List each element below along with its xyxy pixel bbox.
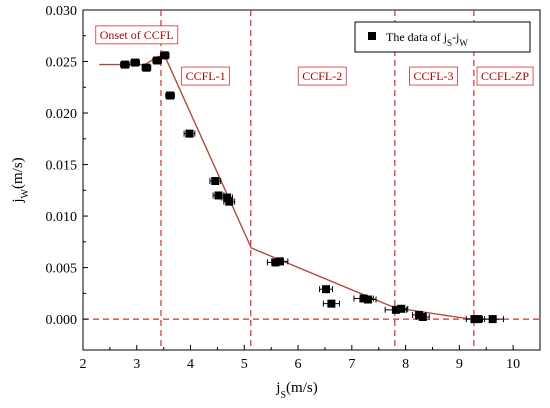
- x-tick-label-7: 9: [456, 357, 463, 372]
- y-tick-label-6: 0.030: [46, 4, 78, 19]
- y-tick-label-0: 0.000: [46, 313, 78, 328]
- legend-label-mid: -j: [452, 30, 459, 44]
- data-point-18: [394, 304, 409, 313]
- data-points: [120, 51, 504, 324]
- y-tick-label-2: 0.010: [46, 210, 78, 225]
- y-tick-label-1: 0.005: [46, 262, 78, 277]
- marker-16: [363, 295, 372, 304]
- marker-5: [166, 91, 175, 100]
- x-tick-label-6: 8: [402, 357, 409, 372]
- x-axis-ticks: 2 3 4 5 6 7 8 9 10: [80, 345, 520, 372]
- region-labels: Onset of CCFL CCFL-1 CCFL-2 CCFL-3 CCFL-ZP: [95, 25, 534, 86]
- region-label-1: CCFL-1: [186, 69, 226, 83]
- region-label-box-2: [297, 66, 347, 86]
- data-point-16: [359, 295, 377, 304]
- legend-box: [354, 21, 531, 53]
- x-tick-label-0: 2: [80, 357, 87, 372]
- x-tick-label-3: 5: [241, 357, 248, 372]
- region-boundaries: [160, 10, 475, 350]
- data-point-1: [130, 58, 140, 67]
- marker-9: [223, 193, 232, 202]
- region-label-box-3: [409, 66, 458, 86]
- region-label-2: CCFL-2: [302, 69, 342, 83]
- data-point-7: [209, 177, 222, 186]
- data-point-2: [141, 63, 152, 72]
- data-point-20: [415, 313, 430, 322]
- marker-11: [271, 258, 280, 267]
- region-label-0: Onset of CCFL: [100, 28, 174, 42]
- data-point-12: [271, 257, 289, 266]
- marker-10: [225, 197, 234, 206]
- x-tick-label-2: 4: [187, 357, 194, 372]
- x-tick-label-8: 10: [506, 357, 520, 372]
- marker-4: [160, 51, 169, 60]
- plot-frame: [82, 9, 541, 351]
- marker-6: [185, 129, 194, 138]
- marker-12: [275, 257, 284, 266]
- marker-8: [214, 191, 223, 200]
- y-axis-title-unit: (m/s): [10, 157, 26, 189]
- x-axis-title-sub: S: [280, 390, 286, 401]
- x-tick-label-4: 6: [295, 357, 302, 372]
- data-point-23: [481, 315, 504, 324]
- fit-polyline: [99, 55, 471, 320]
- marker-13: [322, 285, 331, 294]
- marker-18: [397, 304, 406, 313]
- marker-17: [391, 305, 400, 314]
- region-label-box-4: [476, 66, 534, 86]
- y-tick-label-5: 0.025: [46, 56, 78, 71]
- legend-label-sub1: S: [447, 38, 452, 48]
- legend-label: The data of jS-jW: [386, 30, 468, 48]
- x-axis-title-main: j: [275, 380, 280, 396]
- x-axis-title-unit: (m/s): [286, 380, 318, 396]
- marker-15: [359, 294, 368, 303]
- y-tick-label-4: 0.020: [46, 107, 78, 122]
- legend: The data of jS-jW: [354, 21, 531, 53]
- data-point-0: [120, 60, 130, 69]
- data-point-8: [212, 191, 225, 200]
- marker-3: [153, 56, 162, 65]
- fit-line: [99, 55, 471, 320]
- marker-20: [418, 313, 427, 322]
- marker-7: [211, 177, 220, 186]
- x-axis-title: jS(m/s): [275, 380, 317, 401]
- data-point-5: [165, 91, 175, 100]
- region-label-3: CCFL-3: [414, 69, 454, 83]
- marker-22: [474, 315, 483, 324]
- legend-marker: [368, 32, 376, 40]
- legend-label-sub2: W: [459, 38, 468, 48]
- region-label-4: CCFL-ZP: [481, 69, 529, 83]
- marker-1: [131, 58, 140, 67]
- region-label-box-1: [181, 66, 230, 86]
- legend-label-main: The data of j: [386, 30, 447, 44]
- y-axis-title-sub: W: [20, 188, 31, 198]
- y-axis-ticks: 0.000 0.005 0.010 0.015 0.020 0.025 0.030: [46, 4, 88, 328]
- region-label-box-0: [95, 25, 179, 45]
- marker-14: [327, 299, 336, 308]
- marker-2: [142, 63, 151, 72]
- x-tick-label-5: 7: [348, 357, 355, 372]
- data-point-6: [183, 129, 196, 138]
- y-tick-label-3: 0.015: [46, 159, 78, 174]
- data-point-10: [223, 197, 236, 206]
- data-point-13: [319, 285, 333, 294]
- data-point-14: [322, 299, 340, 308]
- data-point-4: [159, 51, 170, 60]
- marker-23: [488, 315, 497, 324]
- y-axis-title-main: j: [10, 198, 26, 203]
- y-axis-title: jW(m/s): [10, 157, 31, 203]
- x-tick-label-1: 3: [133, 357, 140, 372]
- marker-0: [120, 60, 129, 69]
